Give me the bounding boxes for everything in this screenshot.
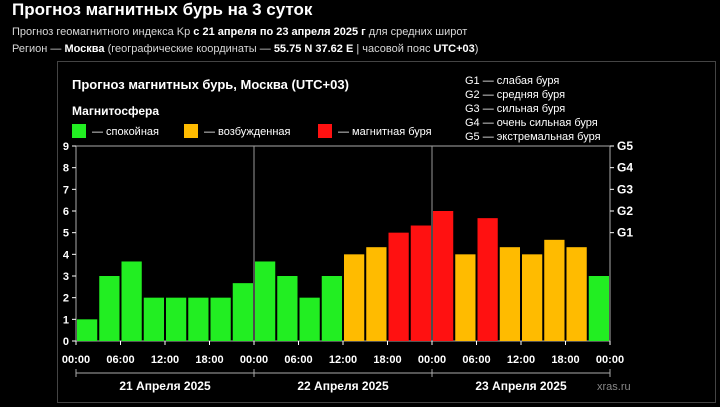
y-tick-label: 2 <box>63 293 69 305</box>
kp-bar <box>588 276 609 341</box>
y-tick-label: 6 <box>63 206 69 218</box>
watermark: xras.ru <box>597 381 631 393</box>
legend-label: — магнитная буря <box>338 126 432 138</box>
kp-bar <box>410 225 431 341</box>
g-tick-label: G3 <box>617 182 633 196</box>
kp-chart: Прогноз магнитных бурь, Москва (UTC+03) М… <box>38 75 633 393</box>
y-tick-label: 4 <box>63 249 70 261</box>
x-tick-label: 00:00 <box>596 354 624 366</box>
kp-bar <box>544 239 565 341</box>
g-tick-label: G1 <box>617 226 633 240</box>
y-tick-label: 1 <box>63 314 69 326</box>
region-info: Регион — Москва (географические координа… <box>12 43 478 55</box>
chart-panel: Прогноз магнитных бурь, Москва (UTC+03) М… <box>38 61 716 403</box>
kp-bar <box>99 276 120 341</box>
x-tick-label: 12:00 <box>507 354 535 366</box>
date-range: с 21 апреля по 23 апреля 2025 г <box>193 26 366 38</box>
chart-title: Прогноз магнитных бурь, Москва (UTC+03) <box>72 77 349 92</box>
y-tick-label: 5 <box>63 228 69 240</box>
storm-scale-item: G5 — экстремальная буря <box>465 131 601 143</box>
forecast-description: Прогноз геомагнитного индекса Kp с 21 ап… <box>12 26 467 38</box>
y-tick-label: 8 <box>63 163 69 175</box>
kp-bar <box>522 254 543 341</box>
kp-bar <box>188 297 209 341</box>
kp-bar <box>210 297 231 341</box>
kp-bar <box>344 254 365 341</box>
kp-bar <box>166 297 187 341</box>
x-tick-label: 12:00 <box>329 354 357 366</box>
x-tick-label: 00:00 <box>62 354 90 366</box>
timezone-value: UTC+03 <box>433 43 475 55</box>
y-tick-label: 9 <box>63 141 69 153</box>
x-tick-label: 18:00 <box>551 354 579 366</box>
kp-bar <box>321 276 342 341</box>
timezone-label: | часовой пояс <box>353 43 434 55</box>
kp-bar <box>455 254 476 341</box>
day-label: 21 Апреля 2025 <box>119 379 211 393</box>
x-tick-label: 18:00 <box>195 354 223 366</box>
x-tick-label: 18:00 <box>373 354 401 366</box>
kp-bar <box>299 297 320 341</box>
x-tick-label: 06:00 <box>106 354 134 366</box>
legend-swatch <box>318 124 332 138</box>
day-label: 23 Апреля 2025 <box>475 379 567 393</box>
kp-bar <box>499 247 520 341</box>
x-tick-label: 12:00 <box>151 354 179 366</box>
legend-label: — возбужденная <box>204 126 291 138</box>
x-tick-label: 00:00 <box>240 354 268 366</box>
y-tick-label: 7 <box>63 184 69 196</box>
legend-swatch <box>72 124 86 138</box>
kp-bar <box>277 276 298 341</box>
g-tick-label: G2 <box>617 204 633 218</box>
y-tick-label: 3 <box>63 271 69 283</box>
g-tick-label: G4 <box>617 161 633 175</box>
legend-title: Магнитосфера <box>72 104 159 118</box>
region-prefix: Регион — <box>12 43 65 55</box>
legend-swatch <box>184 124 198 138</box>
y-tick-label: 0 <box>63 336 69 348</box>
kp-bar <box>232 283 253 341</box>
kp-bar <box>433 211 454 341</box>
kp-bar <box>477 218 498 341</box>
g-tick-label: G5 <box>617 139 633 153</box>
kp-bar <box>388 232 409 341</box>
region-name: Москва <box>64 43 105 55</box>
storm-scale-item: G1 — слабая буря <box>465 75 559 87</box>
day-label: 22 Апреля 2025 <box>297 379 389 393</box>
kp-bar <box>121 261 142 341</box>
x-tick-label: 06:00 <box>284 354 312 366</box>
x-tick-label: 06:00 <box>462 354 490 366</box>
coordinates: 55.75 N 37.62 E <box>273 43 354 55</box>
storm-scale-item: G2 — средняя буря <box>465 89 565 101</box>
description-suffix: для средних широт <box>365 26 468 38</box>
kp-bar <box>143 297 164 341</box>
legend-label: — спокойная <box>92 126 159 138</box>
coords-prefix: (географические координаты — <box>104 43 274 55</box>
storm-scale-item: G3 — сильная буря <box>465 103 565 115</box>
kp-bar <box>77 319 98 341</box>
page-title: Прогноз магнитных бурь на 3 суток <box>12 0 313 19</box>
kp-bar <box>366 247 387 341</box>
storm-scale-item: G4 — очень сильная буря <box>465 117 598 129</box>
x-tick-label: 00:00 <box>418 354 446 366</box>
kp-bar <box>255 261 276 341</box>
kp-bar <box>566 247 587 341</box>
description-prefix: Прогноз геомагнитного индекса Kp <box>12 26 194 38</box>
region-end: ) <box>474 43 479 55</box>
